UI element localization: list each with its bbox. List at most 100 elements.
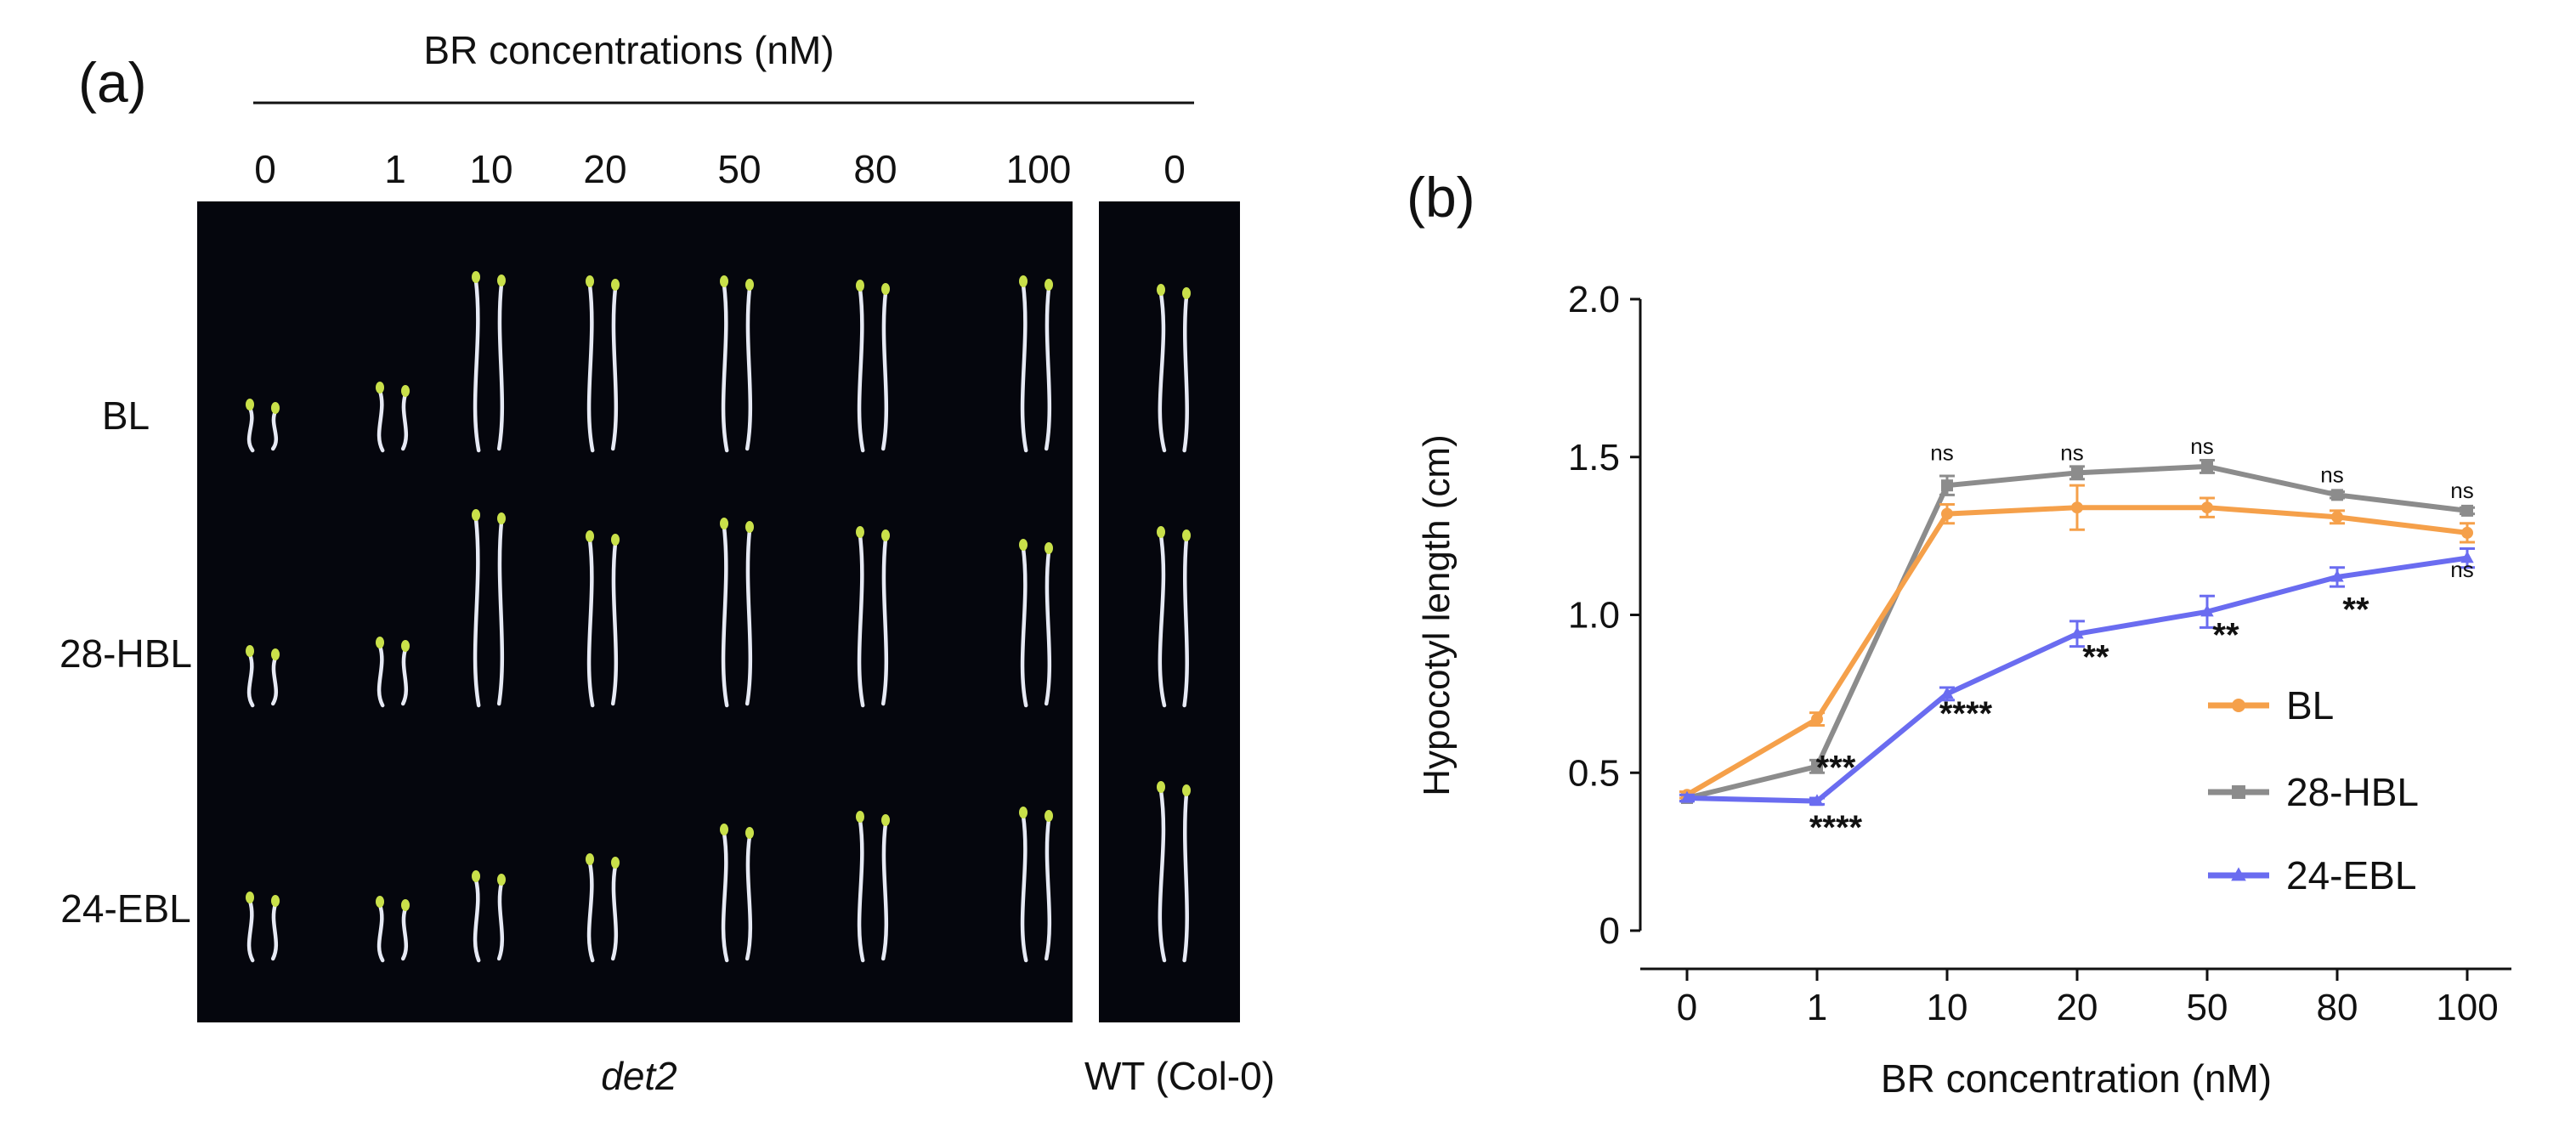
seedling-hypocotyl: [246, 898, 255, 963]
seedling-cotyledon: [745, 279, 754, 291]
seedling-cotyledon: [401, 385, 410, 397]
ns-annotation: ns: [2190, 433, 2213, 459]
seedling-hypocotyl: [1020, 282, 1028, 453]
panel-b-label: (b): [1407, 166, 1475, 229]
seedling-hypocotyl: [1182, 536, 1189, 708]
concentration-label: 1: [384, 147, 406, 191]
seedling-hypocotyl: [744, 286, 753, 451]
seedling-cotyledon: [1019, 807, 1028, 818]
seedling-hypocotyl: [1158, 291, 1167, 453]
data-point: [2071, 501, 2083, 514]
seedling-hypocotyl: [721, 830, 729, 963]
seedling-cotyledon: [376, 896, 384, 908]
seedling-cotyledon: [1157, 781, 1165, 793]
seedlings: [246, 271, 1191, 963]
seedling-hypocotyl: [473, 516, 481, 708]
series-line: [1685, 505, 2468, 797]
seedling-cotyledon: [881, 814, 890, 826]
series-24-ebl: [1679, 546, 2475, 807]
seedling-cotyledon: [611, 279, 620, 291]
seedling-hypocotyl: [1020, 546, 1028, 708]
seedling-cotyledon: [246, 645, 254, 657]
data-point: [2201, 460, 2213, 473]
data-point: [2200, 604, 2214, 617]
data-point: [2331, 511, 2343, 524]
seedling-cotyledon: [271, 402, 280, 414]
seedling-cotyledon: [472, 870, 480, 882]
x-tick-labels: 0 1 10 20 50 80 100: [1677, 987, 2499, 1028]
y-tick-label: 1.5: [1568, 437, 1620, 478]
seedling-hypocotyl: [270, 409, 279, 451]
y-axis-title: Hypocotyl length (cm): [1416, 434, 1458, 795]
seedling-hypocotyl: [376, 903, 385, 963]
ns-annotation: ns: [2450, 478, 2473, 503]
data-point: [1811, 713, 1823, 726]
ns-annotation: ns: [2450, 557, 2473, 582]
seedling-hypocotyl: [744, 528, 753, 706]
concentration-label: 10: [469, 147, 512, 191]
panel-a-label: (a): [78, 51, 147, 114]
x-tick-label: 100: [2436, 987, 2498, 1028]
seedling-cotyledon: [1157, 284, 1165, 296]
data-series: [1679, 458, 2475, 807]
concentration-label: 20: [583, 147, 626, 191]
seedling-cotyledon: [271, 895, 280, 907]
seedling-cotyledon: [1182, 784, 1191, 796]
data-point: [1940, 686, 1954, 699]
seedling-hypocotyl: [1158, 533, 1167, 708]
seedling-cotyledon: [1019, 275, 1028, 287]
significance-stars: **: [2342, 592, 2369, 629]
row-label: 24-EBL: [60, 886, 190, 931]
x-tick-label: 50: [2187, 987, 2228, 1028]
significance-stars: **: [2082, 638, 2109, 676]
seedling-cotyledon: [720, 518, 728, 529]
seedling-cotyledon: [856, 280, 864, 292]
seedling-cotyledon: [856, 811, 864, 823]
seedling-hypocotyl: [473, 278, 481, 453]
legend-label: 28-HBL: [2286, 770, 2419, 814]
seedling-cotyledon: [401, 899, 410, 911]
seedling-cotyledon: [586, 275, 594, 287]
seedling-cotyledon: [745, 827, 754, 839]
panel-b-chart: (b) 0 0.5 1.0 1.5 2.0 0 1 10 20 50 80 100 Hypocoty…: [1407, 166, 2511, 1101]
data-point: [2201, 501, 2213, 514]
y-tick-label: 1.0: [1568, 595, 1620, 637]
data-point: [2070, 626, 2084, 639]
seedling-hypocotyl: [610, 286, 619, 451]
seedling-hypocotyl: [880, 821, 889, 961]
significance-stars: ****: [1809, 809, 1863, 846]
seedling-cotyledon: [745, 521, 754, 533]
chart-axes: [1630, 297, 2511, 981]
x-axis-title: BR concentration (nM): [1881, 1056, 2272, 1101]
seedling-cotyledon: [586, 853, 594, 865]
seedling-hypocotyl: [496, 519, 505, 706]
seedling-cotyledon: [246, 399, 254, 410]
seedling-hypocotyl: [376, 643, 385, 708]
seedling-hypocotyl: [1044, 286, 1052, 451]
ns-annotation: ns: [1930, 439, 1953, 465]
wt-concentration-label: 0: [1163, 147, 1186, 191]
wt-col0-label: WT (Col-0): [1084, 1054, 1275, 1098]
concentration-label: 100: [1006, 147, 1072, 191]
seedling-hypocotyl: [1044, 549, 1052, 706]
x-tick-label: 0: [1677, 987, 1697, 1028]
seedling-cotyledon: [246, 892, 254, 903]
x-tick-label: 20: [2057, 987, 2098, 1028]
y-tick-label: 2.0: [1568, 279, 1620, 320]
seedling-cotyledon: [1157, 526, 1165, 538]
y-tick-labels: 0 0.5 1.0 1.5 2.0: [1568, 279, 1620, 952]
significance-stars: **: [2212, 616, 2239, 654]
legend-marker: [2232, 699, 2245, 712]
concentration-label: 80: [853, 147, 897, 191]
legend-label: 24-EBL: [2286, 853, 2416, 897]
seedling-hypocotyl: [610, 863, 619, 961]
seedling-cotyledon: [376, 637, 384, 648]
det2-seedling-plate: [197, 201, 1073, 1022]
seedling-cotyledon: [497, 874, 506, 886]
x-tick-label: 10: [1927, 987, 1968, 1028]
seedling-hypocotyl: [246, 652, 255, 708]
seedling-hypocotyl: [721, 524, 729, 708]
significance-stars: ***: [1816, 749, 1856, 786]
det2-label: det2: [601, 1054, 677, 1098]
